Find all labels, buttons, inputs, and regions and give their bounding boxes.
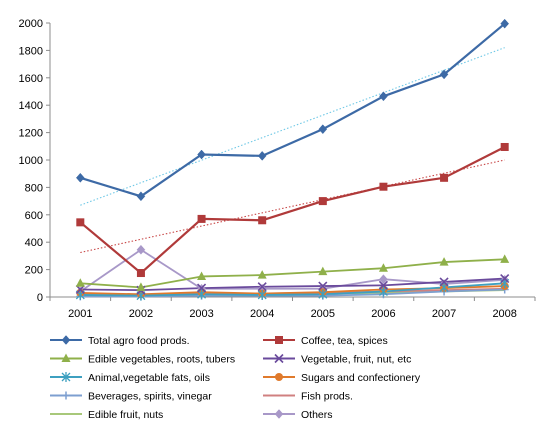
data-point (439, 69, 449, 80)
series-line (79, 22, 506, 198)
data-point (197, 271, 207, 280)
series-lines (79, 22, 506, 298)
x-tick-label: 2002 (129, 308, 153, 320)
legend-item: Edible fruit, nuts (50, 409, 163, 421)
data-point (136, 244, 146, 255)
legend-label: Others (301, 409, 333, 421)
series-line (80, 282, 505, 297)
y-tick-label: 1400 (19, 100, 43, 112)
data-point (274, 409, 284, 419)
data-point (257, 289, 267, 300)
y-tick-label: 1000 (19, 155, 43, 167)
axes: 0 200 400 600 800 1000 1200 1400 1600 1800 2000 200… (19, 18, 536, 320)
x-tick-label: 2006 (371, 308, 395, 320)
data-point (379, 274, 388, 285)
y-tick-label: 1200 (19, 128, 43, 140)
data-point (136, 269, 145, 278)
data-point (136, 191, 146, 202)
x-tick-label: 2005 (311, 308, 335, 320)
y-tick-label: 1600 (19, 73, 43, 85)
data-point (275, 336, 283, 344)
series-line (80, 258, 505, 289)
data-point (75, 172, 85, 183)
x-tick-label: 2001 (68, 308, 92, 320)
data-point (257, 282, 267, 292)
data-point (257, 151, 267, 161)
data-point (275, 373, 283, 381)
data-point (500, 254, 510, 263)
y-tick-label: 600 (25, 210, 43, 222)
data-point (500, 18, 510, 29)
data-point (318, 266, 328, 276)
y-tick-label: 0 (37, 292, 43, 304)
legend: Total agro food prods. Coffee, tea, spice… (50, 335, 421, 421)
legend-label: Edible vegetables, roots, tubers (88, 354, 235, 366)
data-point (318, 281, 328, 291)
data-point (318, 289, 328, 300)
data-point (379, 91, 388, 102)
legend-label: Animal,vegetable fats, oils (88, 372, 210, 384)
y-tick-label: 1800 (19, 45, 43, 57)
legend-label: Fish prods. (301, 391, 353, 403)
y-tick-label: 2000 (19, 18, 43, 30)
legend-label: Vegetable, fruit, nut, etc (301, 354, 411, 366)
trendlines (80, 47, 505, 254)
x-tick-label: 2008 (492, 308, 516, 320)
data-point (500, 273, 510, 284)
legend-item: Edible vegetables, roots, tubers (50, 353, 235, 366)
data-point (197, 214, 206, 223)
data-point (62, 391, 70, 400)
series-line (79, 146, 506, 275)
data-point (75, 278, 85, 287)
x-tick-label: 2004 (250, 308, 274, 320)
legend-item: Sugars and confectionery (263, 372, 421, 384)
y-tick-label: 800 (25, 182, 43, 194)
legend-item: Beverages, spirits, vinegar (50, 391, 212, 403)
data-point (197, 149, 206, 160)
y-tick-label: 200 (25, 265, 43, 277)
data-point (439, 277, 449, 287)
data-point (378, 263, 388, 272)
data-point (378, 280, 389, 290)
legend-label: Beverages, spirits, vinegar (88, 391, 212, 403)
data-point (76, 218, 85, 227)
data-point (196, 283, 207, 293)
data-point (500, 142, 509, 151)
trendline (80, 159, 505, 254)
legend-item: Others (263, 409, 333, 421)
legend-label: Edible fruit, nuts (88, 409, 163, 421)
series-markers (75, 18, 510, 301)
data-point (274, 353, 284, 364)
data-point (61, 372, 71, 382)
legend-label: Total agro food prods. (88, 335, 190, 347)
data-point (318, 197, 327, 206)
y-tick-label: 400 (25, 237, 43, 249)
data-point (318, 124, 328, 135)
data-point (61, 353, 71, 362)
x-tick-label: 2003 (189, 308, 213, 320)
series-line (80, 277, 505, 292)
legend-label: Coffee, tea, spices (301, 335, 388, 347)
data-point (379, 182, 388, 191)
legend-item: Vegetable, fruit, nut, etc (263, 354, 411, 366)
legend-item: Total agro food prods. (50, 335, 190, 347)
data-point (257, 270, 267, 279)
x-tick-label: 2007 (432, 308, 456, 320)
legend-item: Animal,vegetable fats, oils (50, 372, 210, 384)
legend-item: Fish prods. (263, 391, 353, 403)
legend-label: Sugars and confectionery (301, 372, 421, 384)
data-point (439, 257, 449, 266)
data-point (136, 282, 146, 291)
data-point (258, 216, 267, 225)
data-point (440, 173, 449, 182)
legend-item: Coffee, tea, spices (263, 335, 388, 347)
data-point (61, 335, 71, 345)
